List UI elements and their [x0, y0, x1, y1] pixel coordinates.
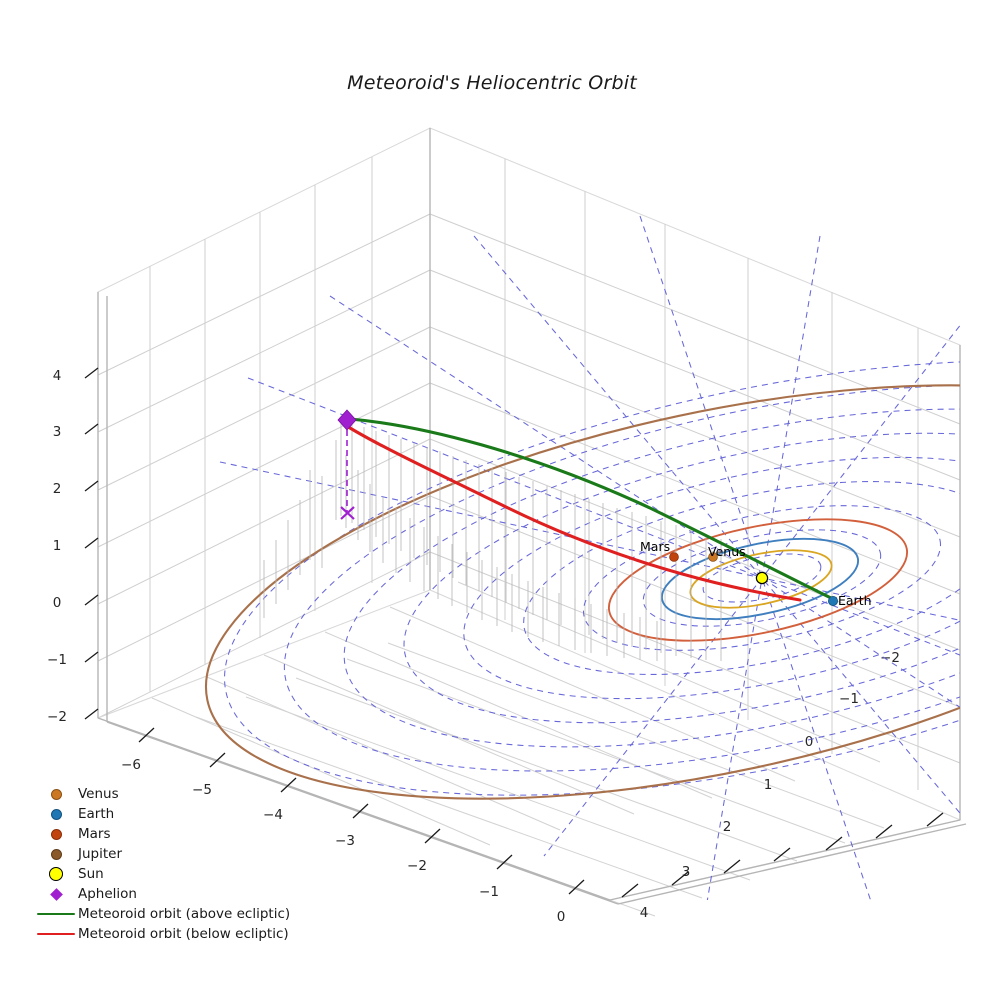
y-tick-6: −2 [880, 650, 900, 666]
meteoroid-orbit-below-ecliptic [348, 426, 802, 602]
sun-marker-icon [34, 867, 78, 881]
polar-ring-9 [224, 360, 960, 796]
axis-spines [97, 128, 967, 905]
legend-label-above-ecliptic: Meteoroid orbit (above ecliptic) [78, 906, 291, 922]
x-tick-6: 0 [557, 909, 566, 925]
orbit-stems [263, 420, 722, 661]
aphelion-marker-icon [337, 409, 357, 431]
legend-label-jupiter: Jupiter [78, 846, 123, 862]
z-tick-3: 1 [53, 538, 62, 554]
y-tick-4: 0 [805, 734, 814, 750]
x-tick-4: −2 [407, 858, 427, 874]
body-markers: Mars Venus Earth [337, 409, 872, 608]
polar-ring-4 [523, 481, 960, 675]
earth-orbit [660, 537, 860, 621]
legend: Venus Earth Mars Jupiter Sun [34, 784, 334, 944]
y-tick-1: 3 [682, 864, 691, 880]
jupiter-marker-icon [34, 848, 78, 860]
polar-ring-6 [403, 432, 960, 724]
aphelion-drop-line [340, 420, 355, 520]
venus-marker-icon [34, 788, 78, 800]
legend-item-below-ecliptic[interactable]: Meteoroid orbit (below ecliptic) [34, 924, 334, 944]
z-tick-4: 0 [53, 595, 62, 611]
sun-marker-icon [755, 571, 769, 585]
polar-ring-3 [582, 505, 942, 651]
legend-label-sun: Sun [78, 866, 104, 882]
jupiter-orbit [204, 384, 960, 800]
y-tick-5: −1 [839, 691, 859, 707]
x-tick-2: −4 [263, 807, 283, 823]
mars-marker-icon [669, 552, 679, 562]
legend-item-venus[interactable]: Venus [34, 784, 334, 804]
legend-item-jupiter[interactable]: Jupiter [34, 844, 334, 864]
y-tick-2: 2 [723, 819, 732, 835]
legend-item-above-ecliptic[interactable]: Meteoroid orbit (above ecliptic) [34, 904, 334, 924]
legend-label-venus: Venus [78, 786, 119, 802]
x-tick-1: −5 [192, 782, 212, 798]
red-line-icon [34, 932, 78, 936]
earth-marker-icon [828, 596, 839, 607]
venus-marker-icon [708, 552, 718, 562]
aphelion-ground-x-icon [340, 506, 355, 520]
page-title: Meteoroid's Heliocentric Orbit [347, 72, 637, 94]
legend-label-mars: Mars [78, 826, 111, 842]
earth-marker-icon [34, 808, 78, 820]
green-line-icon [34, 912, 78, 916]
legend-label-below-ecliptic: Meteoroid orbit (below ecliptic) [78, 926, 289, 942]
legend-item-aphelion[interactable]: Aphelion [34, 884, 334, 904]
y-tick-3: 1 [764, 777, 773, 793]
x-axis: −6 −5 −4 −3 −2 −1 0 [121, 727, 585, 925]
polar-ring-7 [343, 408, 960, 748]
meteoroid-orbit-above-ecliptic [348, 417, 837, 602]
mars-label: Mars [640, 539, 670, 554]
venus-label: Venus [708, 544, 746, 559]
legend-label-aphelion: Aphelion [78, 886, 137, 902]
polar-ring-1 [702, 553, 822, 603]
mars-orbit [607, 518, 909, 642]
aphelion-marker-icon [34, 887, 78, 901]
z-tick-5: −1 [47, 652, 67, 668]
earth-label: Earth [838, 593, 872, 608]
mars-marker-icon [34, 828, 78, 840]
legend-item-earth[interactable]: Earth [34, 804, 334, 824]
z-tick-0: 4 [53, 368, 62, 384]
z-tick-1: 3 [53, 424, 62, 440]
z-tick-2: 2 [53, 481, 62, 497]
legend-item-mars[interactable]: Mars [34, 824, 334, 844]
z-tick-6: −2 [47, 709, 67, 725]
x-tick-0: −6 [121, 757, 141, 773]
y-tick-0: 4 [640, 905, 649, 921]
x-tick-3: −3 [335, 833, 355, 849]
y-axis: 4 3 2 1 0 −1 −2 [621, 650, 944, 921]
z-axis: 4 3 2 1 0 −1 −2 [47, 367, 99, 725]
legend-label-earth: Earth [78, 806, 115, 822]
x-tick-5: −1 [479, 884, 499, 900]
legend-item-sun[interactable]: Sun [34, 864, 334, 884]
polar-ring-8 [283, 384, 960, 772]
polar-ring-2 [642, 529, 882, 627]
